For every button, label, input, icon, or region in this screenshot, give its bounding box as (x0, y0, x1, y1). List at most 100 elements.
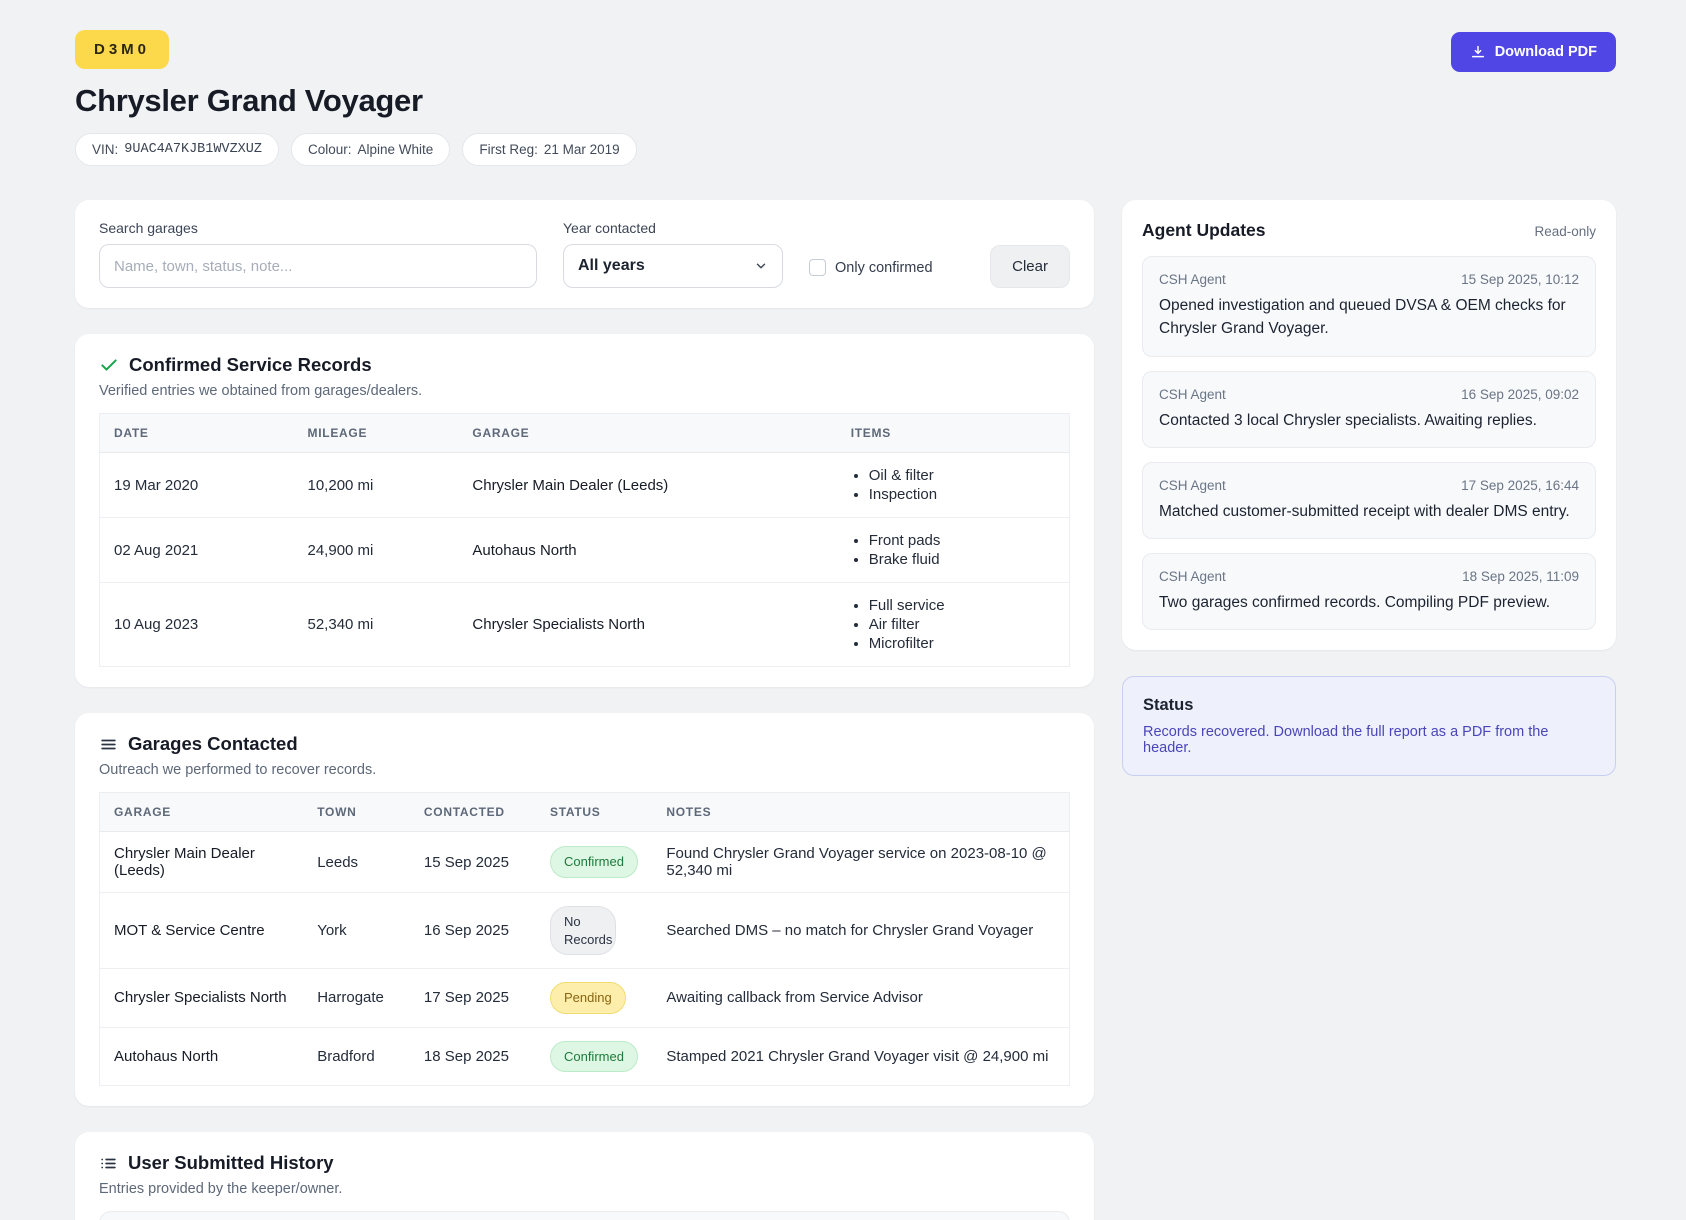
page-title: Chrysler Grand Voyager (75, 83, 423, 118)
garage-notes: Found Chrysler Grand Voyager service on … (652, 831, 1070, 893)
clear-filters-button[interactable]: Clear (990, 245, 1070, 288)
col-garage: GARAGE (99, 792, 304, 832)
page-header: D3M0 Download PDF Chrysler Grand Voyager… (75, 30, 1616, 166)
agent-update-item: CSH Agent 17 Sep 2025, 16:44 Matched cus… (1142, 461, 1596, 539)
garage-town: Harrogate (303, 968, 410, 1028)
sidebar: Agent Updates Read-only CSH Agent 15 Sep… (1122, 200, 1616, 777)
record-item: Full service (869, 596, 1055, 615)
garage-notes: Stamped 2021 Chrysler Grand Voyager visi… (666, 1047, 1049, 1065)
status-panel: Status Records recovered. Download the f… (1122, 676, 1616, 777)
only-confirmed-group: Only confirmed (809, 259, 933, 288)
status-badge: Confirmed (549, 1040, 638, 1073)
garage-contacted: 16 Sep 2025 (409, 892, 536, 970)
update-timestamp: 16 Sep 2025, 09:02 (1461, 386, 1579, 402)
main-column: Search garages Year contacted All years … (75, 200, 1094, 1220)
record-date: 19 Mar 2020 (99, 452, 294, 518)
record-item: Brake fluid (869, 550, 1055, 569)
table-row: 10 Aug 2023 52,340 mi Chrysler Specialis… (100, 583, 1070, 667)
year-contacted-label: Year contacted (563, 220, 656, 236)
table-row: 19 Mar 2020 10,200 mi Chrysler Main Deal… (99, 452, 1070, 518)
agent-update-item: CSH Agent 15 Sep 2025, 10:12 Opened inve… (1142, 256, 1596, 357)
col-date: DATE (99, 413, 294, 453)
col-garage: GARAGE (458, 413, 837, 453)
record-garage: Chrysler Specialists North (472, 616, 645, 633)
garage-notes: Searched DMS – no match for Chrysler Gra… (652, 892, 1070, 970)
user-history-title: User Submitted History (128, 1152, 334, 1174)
record-item: Oil & filter (869, 466, 1055, 485)
col-items: ITEMS (836, 413, 1070, 453)
col-contacted: CONTACTED (409, 792, 536, 832)
status-title: Status (1143, 696, 1194, 715)
confirmed-records-subtitle: Verified entries we obtained from garage… (99, 383, 423, 399)
table-header-row: GARAGE TOWN CONTACTED STATUS NOTES (99, 792, 1070, 832)
record-items: Oil & filter Inspection (851, 466, 1055, 504)
download-pdf-label: Download PDF (1494, 44, 1597, 60)
update-message: Contacted 3 local Chrysler specialists. … (1159, 411, 1537, 429)
record-mileage: 24,900 mi (293, 517, 459, 583)
table-row: Chrysler Specialists North Harrogate 17 … (99, 968, 1070, 1028)
record-garage: Autohaus North (458, 517, 837, 583)
garages-contacted-table: GARAGE TOWN CONTACTED STATUS NOTES Chrys… (99, 792, 1070, 1087)
table-row: MOT & Service Centre York 16 Sep 2025 No… (99, 892, 1070, 970)
agent-name: CSH Agent (1159, 272, 1226, 287)
search-input[interactable] (99, 244, 537, 288)
readonly-tag: Read-only (1534, 224, 1596, 239)
record-item: Air filter (869, 615, 1055, 634)
garage-contacted: 18 Sep 2025 (423, 1047, 509, 1065)
colour-label: Colour: (308, 142, 352, 157)
agent-updates-panel: Agent Updates Read-only CSH Agent 15 Sep… (1122, 200, 1616, 651)
only-confirmed-checkbox[interactable] (809, 259, 826, 276)
demo-badge: D3M0 (75, 30, 170, 69)
record-item: Microfilter (869, 634, 1055, 653)
agent-name: CSH Agent (1159, 569, 1226, 584)
vehicle-chip-row: VIN: 9UAC4A7KJB1WVZXUZ Colour: Alpine Wh… (75, 133, 1616, 166)
update-timestamp: 17 Sep 2025, 16:44 (1461, 477, 1579, 493)
record-item: Inspection (869, 485, 1055, 504)
download-icon (1470, 44, 1486, 60)
record-garage: Chrysler Main Dealer (Leeds) (458, 452, 837, 518)
col-status: STATUS (535, 792, 653, 832)
vin-chip: VIN: 9UAC4A7KJB1WVZXUZ (75, 133, 279, 166)
status-badge: Pending (549, 982, 626, 1014)
year-select-value: All years (578, 257, 645, 274)
download-pdf-button[interactable]: Download PDF (1450, 32, 1616, 72)
garages-contacted-title: Garages Contacted (128, 733, 298, 754)
first-reg-value: 21 Mar 2019 (543, 142, 620, 157)
garage-contacted: 15 Sep 2025 (409, 831, 536, 893)
first-reg-chip: First Reg: 21 Mar 2019 (462, 133, 637, 166)
record-mileage: 10,200 mi (293, 452, 459, 518)
update-timestamp: 18 Sep 2025, 11:09 (1462, 569, 1579, 584)
user-history-row: 12 Sep 2020 15,800 mi (99, 1211, 1070, 1220)
table-row: Autohaus North Bradford 18 Sep 2025 Conf… (100, 1027, 1070, 1086)
update-message: Matched customer-submitted receipt with … (1159, 502, 1570, 520)
update-timestamp: 15 Sep 2025, 10:12 (1461, 272, 1579, 287)
garage-name: MOT & Service Centre (99, 892, 304, 970)
colour-value: Alpine White (357, 142, 434, 157)
garage-town: Bradford (317, 1047, 375, 1065)
garages-contacted-subtitle: Outreach we performed to recover records… (99, 762, 377, 778)
garages-contacted-section: Garages Contacted Outreach we performed … (75, 713, 1094, 1107)
vin-value: 9UAC4A7KJB1WVZXUZ (124, 142, 262, 157)
search-garages-label: Search garages (99, 220, 198, 236)
confirmed-records-title: Confirmed Service Records (129, 354, 372, 375)
record-mileage: 52,340 mi (307, 616, 374, 633)
filter-bar: Search garages Year contacted All years … (75, 200, 1094, 308)
status-badge: Confirmed (549, 846, 638, 878)
search-field-group: Search garages (99, 220, 537, 288)
garage-contacted: 17 Sep 2025 (409, 968, 536, 1028)
record-item: Front pads (869, 531, 1055, 550)
col-notes: NOTES (652, 792, 1070, 832)
check-icon (99, 355, 119, 375)
year-select[interactable]: All years (563, 244, 783, 288)
record-items: Full service Air filter Microfilter (851, 596, 1055, 653)
agent-update-item: CSH Agent 16 Sep 2025, 09:02 Contacted 3… (1142, 370, 1596, 448)
garage-name: Chrysler Specialists North (99, 968, 304, 1028)
table-header-row: DATE MILEAGE GARAGE ITEMS (99, 413, 1070, 453)
confirmed-records-section: Confirmed Service Records Verified entri… (75, 334, 1094, 687)
year-field-group: Year contacted All years (563, 220, 783, 288)
list-icon (99, 1154, 118, 1173)
user-history-section: User Submitted History Entries provided … (75, 1132, 1094, 1220)
table-row: Chrysler Main Dealer (Leeds) Leeds 15 Se… (99, 831, 1070, 893)
vin-label: VIN: (92, 142, 119, 157)
status-text: Records recovered. Download the full rep… (1143, 724, 1549, 757)
